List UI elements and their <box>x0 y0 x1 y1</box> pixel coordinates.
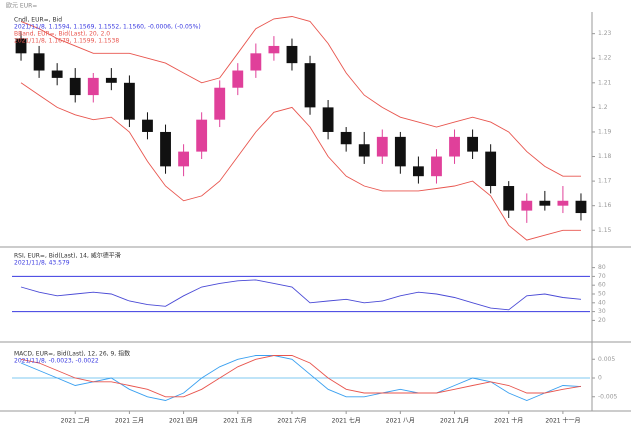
y-tick-label: 50 <box>598 291 606 298</box>
x-tick-label: 2021 二月 <box>61 418 90 425</box>
y-tick-label: 0.005 <box>598 356 615 363</box>
x-tick-label: 2021 十月 <box>494 417 523 425</box>
y-tick-label: 1.16 <box>598 202 612 209</box>
series-line <box>20 355 582 398</box>
x-tick-label: 2021 八月 <box>386 418 415 425</box>
series-line <box>20 355 582 401</box>
x-tick-label: 2021 三月 <box>115 418 144 425</box>
panel-subtitle: 2021/11/8, 1.1594, 1.1569, 1.1552, 1.156… <box>14 24 201 31</box>
candle-body <box>286 45 298 64</box>
candle-body <box>358 144 370 157</box>
panel-subtitle: 2021/11/8, -0.0023, -0.0022 <box>14 358 99 365</box>
candle-body <box>449 136 460 157</box>
candle-body <box>142 119 153 132</box>
y-tick-label: 60 <box>598 282 606 289</box>
bollinger-band <box>20 16 581 177</box>
candle-body <box>304 63 316 108</box>
series-line <box>20 279 582 311</box>
candle-body <box>51 70 63 78</box>
candle-body <box>178 151 190 167</box>
candle-body <box>521 200 533 211</box>
candle-body <box>467 136 479 152</box>
x-tick-label: 2021 十一月 <box>545 417 580 425</box>
candle-body <box>412 166 424 177</box>
panel-title: Cndl, EUR=, Bid <box>14 17 62 24</box>
y-tick-label: 0 <box>598 375 602 382</box>
x-tick-label: 2021 六月 <box>277 417 306 425</box>
candle-body <box>485 151 497 187</box>
candle-body <box>196 119 208 152</box>
y-tick-label: 1.19 <box>598 128 612 135</box>
y-tick-label: 20 <box>598 317 606 324</box>
candle-body <box>322 107 334 132</box>
candle-body <box>503 186 515 211</box>
y-tick-label: 70 <box>598 273 606 280</box>
header: 欧元 EUR= <box>6 2 37 10</box>
candle-body <box>250 53 262 71</box>
candle-body <box>15 38 27 54</box>
y-tick-label: 80 <box>598 264 606 271</box>
x-tick-label: 2021 九月 <box>440 417 469 425</box>
y-tick-label: -0.005 <box>598 393 618 400</box>
x-tick-label: 2021 五月 <box>223 418 252 425</box>
panel-subtitle: 2021/11/8, 43.579 <box>14 260 70 267</box>
candle-body <box>87 77 99 96</box>
y-tick-label: 1.22 <box>598 55 612 62</box>
y-tick-label: 1.18 <box>598 153 612 160</box>
candle-body <box>214 87 226 120</box>
panel-title: RSI, EUR=, Bid(Last), 14, 威尔德平滑 <box>14 252 121 260</box>
y-tick-label: 30 <box>598 308 606 315</box>
overlay-label: BBand, EUR=, Bid(Last), 20, 2.0 <box>14 31 110 38</box>
candle-body <box>160 131 171 167</box>
candle-body <box>340 131 352 145</box>
candle-body <box>575 200 587 214</box>
candle-body <box>376 136 388 157</box>
y-tick-label: 1.23 <box>598 30 612 37</box>
panel-title: MACD, EUR=, Bid(Last), 12, 26, 9, 指数 <box>14 350 130 358</box>
y-tick-label: 1.15 <box>598 227 612 234</box>
candle-body <box>557 200 569 206</box>
candle-body <box>33 53 45 71</box>
candle-body <box>105 77 117 83</box>
x-tick-label: 2021 七月 <box>332 417 361 425</box>
candle-body <box>431 156 442 177</box>
x-tick-label: 2021 四月 <box>169 418 198 425</box>
overlay-value: 2021/11/8, 1.1679, 1.1599, 1.1538 <box>14 38 119 45</box>
y-tick-label: 40 <box>598 299 606 306</box>
candle-body <box>232 70 244 88</box>
y-tick-label: 1.2 <box>598 104 608 111</box>
candle-body <box>69 77 81 96</box>
candle-body <box>268 45 280 54</box>
y-tick-label: 1.21 <box>598 79 612 86</box>
bollinger-band <box>20 82 581 241</box>
y-tick-label: 1.17 <box>598 178 612 185</box>
candle-body <box>394 136 406 167</box>
candle-body <box>123 82 135 120</box>
candle-body <box>539 200 551 206</box>
